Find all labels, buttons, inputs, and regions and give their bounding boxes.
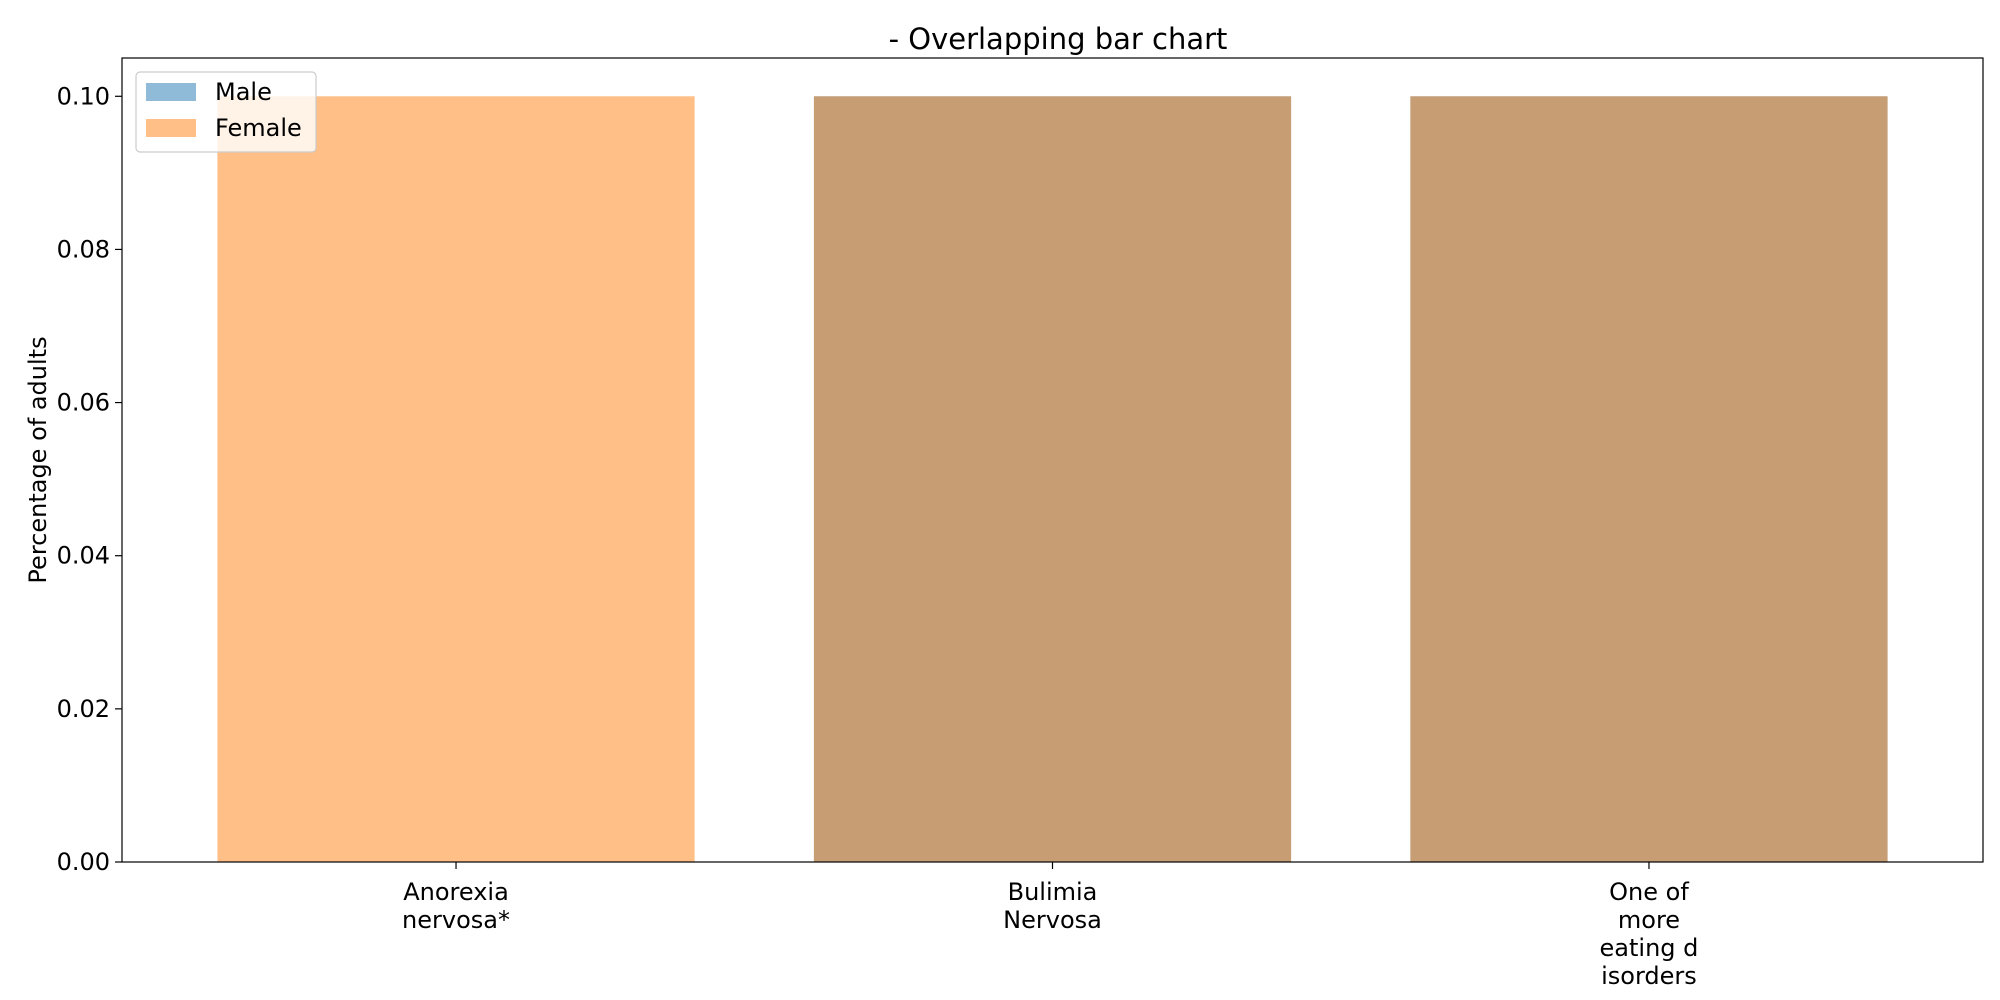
x-tick-label-line: Nervosa xyxy=(1003,906,1102,934)
bar-female-0 xyxy=(217,96,695,863)
legend-label-female: Female xyxy=(215,114,302,142)
x-tick-label: Bulimia Nervosa xyxy=(1003,878,1102,934)
plot-area: 0.00 0.02 0.04 0.06 0.08 0.10 Anorexia nervosa*… xyxy=(57,57,1984,990)
legend-swatch-female xyxy=(146,119,196,137)
x-tick-label-line: isorders xyxy=(1601,962,1697,990)
x-tick-label-line: nervosa* xyxy=(402,906,510,934)
y-axis-label: Percentage of adults xyxy=(24,336,52,583)
x-tick-label-line: One of xyxy=(1609,878,1689,906)
y-tick-label: 0.00 xyxy=(57,848,110,876)
bar-female-1 xyxy=(813,96,1292,863)
legend-swatch-male xyxy=(146,83,196,101)
y-tick-label: 0.04 xyxy=(57,542,110,570)
x-tick-label-line: Bulimia xyxy=(1008,878,1098,906)
legend: Male Female xyxy=(135,71,317,153)
chart-title: - Overlapping bar chart xyxy=(889,22,1228,56)
legend-label-male: Male xyxy=(215,78,272,106)
y-tick-label: 0.02 xyxy=(57,695,110,723)
y-tick-label: 0.08 xyxy=(57,235,110,263)
x-tick-label-line: eating d xyxy=(1600,934,1699,962)
x-tick-label: One of more eating d isorders xyxy=(1600,878,1699,990)
x-tick-label-line: more xyxy=(1618,906,1680,934)
y-tick-label: 0.10 xyxy=(57,82,110,110)
x-tick-label-line: Anorexia xyxy=(403,878,509,906)
bar-female-2 xyxy=(1410,96,1888,863)
y-tick-label: 0.06 xyxy=(57,389,110,417)
x-tick-label: Anorexia nervosa* xyxy=(402,878,510,934)
